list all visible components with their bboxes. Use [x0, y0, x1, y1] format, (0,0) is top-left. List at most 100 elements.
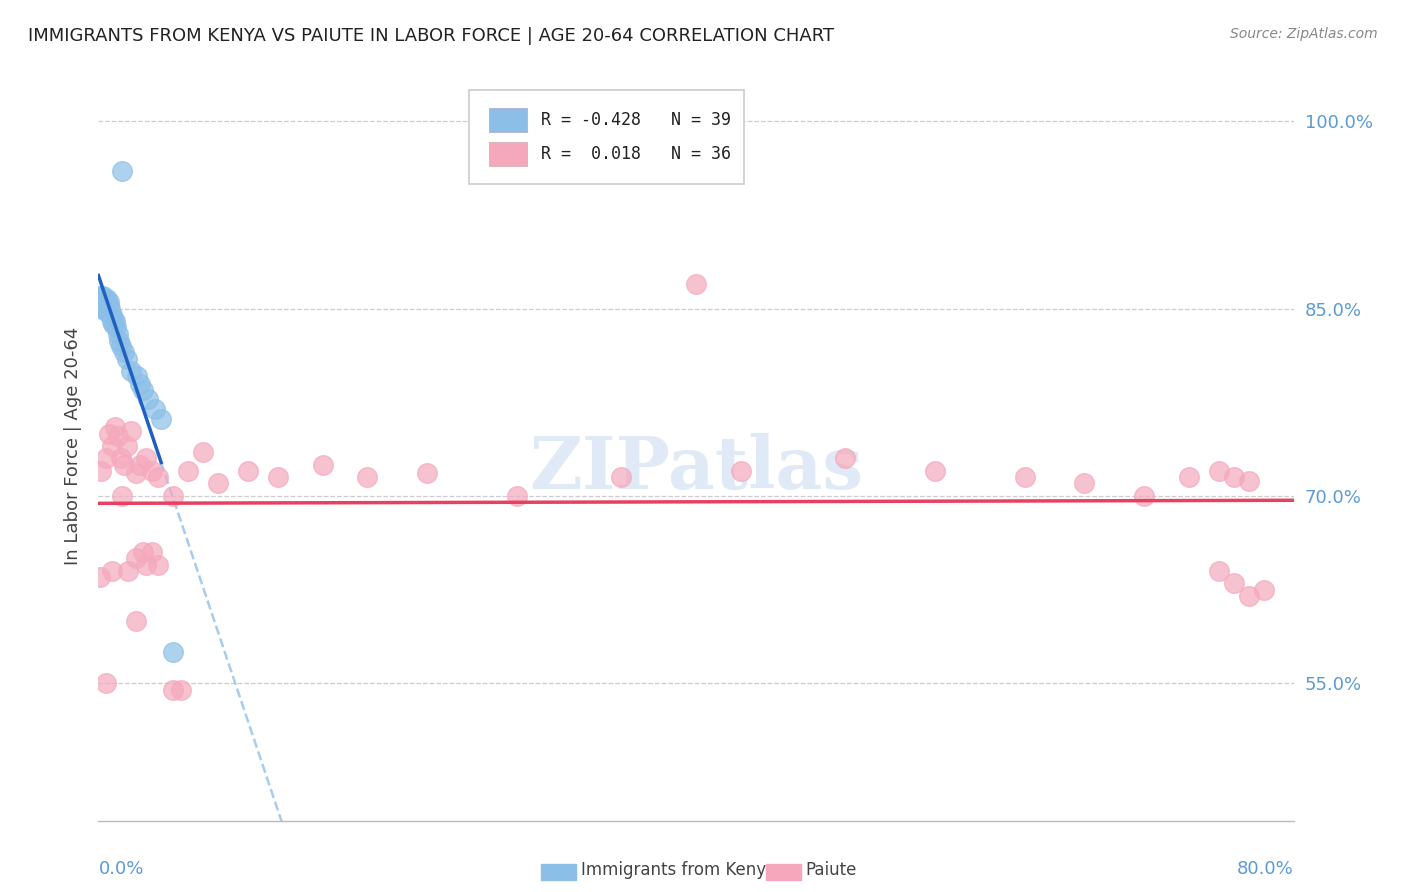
- Point: [120, 424, 142, 438]
- Point: [89, 295, 111, 310]
- Point: [97, 299, 120, 313]
- Point: [93, 292, 115, 306]
- Text: 0.0%: 0.0%: [98, 860, 143, 878]
- Point: [162, 682, 184, 697]
- Point: [112, 458, 135, 472]
- Text: R = -0.428   N = 39: R = -0.428 N = 39: [541, 112, 731, 129]
- Text: IMMIGRANTS FROM KENYA VS PAIUTE IN LABOR FORCE | AGE 20-64 CORRELATION CHART: IMMIGRANTS FROM KENYA VS PAIUTE IN LABOR…: [28, 27, 834, 45]
- Point: [94, 295, 117, 310]
- Point: [1253, 582, 1275, 597]
- Text: ZIPatlas: ZIPatlas: [529, 433, 863, 504]
- Point: [90, 464, 112, 478]
- Point: [132, 383, 155, 397]
- Text: Paiute: Paiute: [806, 861, 858, 879]
- Point: [191, 445, 214, 459]
- Point: [115, 351, 138, 366]
- Point: [311, 458, 333, 472]
- Point: [162, 489, 184, 503]
- FancyBboxPatch shape: [489, 142, 527, 166]
- Point: [169, 682, 191, 697]
- Point: [110, 451, 132, 466]
- Point: [98, 308, 122, 322]
- Point: [97, 426, 120, 441]
- Point: [94, 304, 117, 318]
- Point: [141, 545, 163, 559]
- Point: [148, 470, 170, 484]
- Point: [730, 464, 752, 478]
- Point: [104, 420, 127, 434]
- Point: [98, 301, 122, 316]
- Point: [101, 439, 124, 453]
- Point: [111, 164, 134, 178]
- Point: [97, 304, 120, 318]
- Point: [141, 464, 163, 478]
- Point: [91, 289, 114, 303]
- Point: [101, 564, 124, 578]
- Point: [1223, 470, 1246, 484]
- Point: [101, 314, 124, 328]
- Point: [356, 470, 378, 484]
- Point: [207, 476, 229, 491]
- Text: Source: ZipAtlas.com: Source: ZipAtlas.com: [1230, 27, 1378, 41]
- Text: Immigrants from Kenya: Immigrants from Kenya: [581, 861, 776, 879]
- Point: [685, 277, 707, 291]
- Point: [96, 301, 118, 316]
- Point: [117, 564, 139, 578]
- Point: [107, 326, 129, 341]
- Text: R =  0.018   N = 36: R = 0.018 N = 36: [541, 145, 731, 162]
- Point: [96, 296, 118, 310]
- Point: [110, 339, 132, 353]
- Point: [1237, 589, 1260, 603]
- Point: [120, 364, 142, 378]
- Point: [125, 614, 148, 628]
- Point: [125, 467, 148, 481]
- Point: [94, 676, 117, 690]
- Point: [834, 451, 856, 466]
- Point: [236, 464, 259, 478]
- FancyBboxPatch shape: [470, 90, 744, 184]
- Point: [93, 301, 115, 316]
- Point: [103, 311, 125, 326]
- Point: [162, 645, 184, 659]
- Point: [94, 451, 117, 466]
- Point: [104, 314, 127, 328]
- Point: [610, 470, 633, 484]
- Point: [90, 295, 112, 310]
- Point: [127, 369, 149, 384]
- Point: [91, 295, 114, 310]
- Point: [1237, 474, 1260, 488]
- FancyBboxPatch shape: [489, 108, 527, 132]
- Text: 80.0%: 80.0%: [1237, 860, 1294, 878]
- Point: [129, 458, 152, 472]
- Point: [177, 464, 200, 478]
- Point: [90, 289, 112, 303]
- Point: [105, 320, 128, 334]
- Point: [107, 429, 129, 443]
- Point: [1223, 576, 1246, 591]
- Point: [148, 558, 170, 572]
- Point: [1073, 476, 1095, 491]
- Point: [1208, 564, 1230, 578]
- Point: [267, 470, 290, 484]
- Point: [132, 545, 155, 559]
- Point: [143, 401, 166, 416]
- Point: [129, 376, 152, 391]
- Point: [91, 301, 114, 316]
- Point: [136, 392, 159, 406]
- Point: [97, 295, 120, 310]
- Point: [94, 299, 117, 313]
- Point: [89, 570, 111, 584]
- Point: [112, 345, 135, 359]
- Point: [135, 451, 157, 466]
- Point: [115, 439, 138, 453]
- Point: [93, 295, 115, 310]
- Point: [1014, 470, 1036, 484]
- Point: [1178, 470, 1201, 484]
- Point: [96, 292, 118, 306]
- Point: [103, 317, 125, 331]
- Point: [150, 411, 173, 425]
- Point: [1208, 464, 1230, 478]
- Point: [89, 289, 111, 303]
- Point: [506, 489, 529, 503]
- Point: [101, 308, 124, 322]
